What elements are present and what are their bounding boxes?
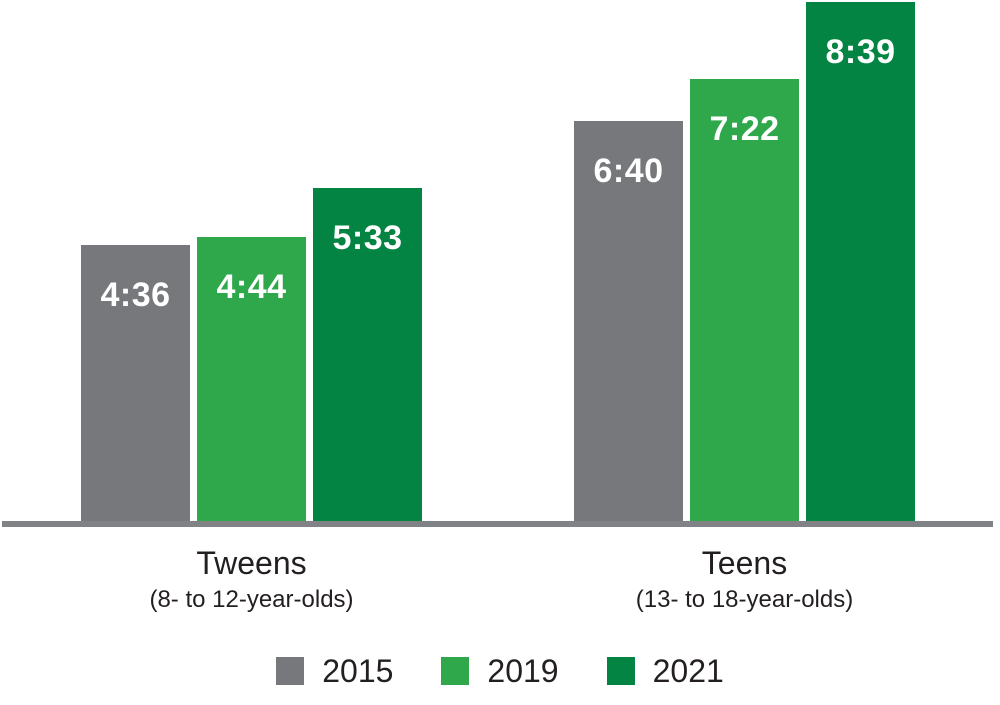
legend-item-2015: 2015	[276, 655, 393, 687]
plot-area: 4:36 6:40 4:44 7:22 5:33 8:39	[2, 2, 993, 527]
category-sublabel: (8- to 12-year-olds)	[149, 585, 354, 613]
bar-2019-tweens: 4:44	[197, 237, 306, 527]
bar-value-label: 4:44	[216, 268, 287, 306]
legend-swatch-2021	[606, 657, 635, 685]
bar-2015-tweens: 4:36	[81, 245, 190, 527]
bar-value-label: 8:39	[825, 33, 896, 71]
x-axis-line	[2, 521, 993, 527]
bar-value-label: 4:36	[100, 276, 171, 314]
legend-label: 2021	[652, 653, 724, 689]
category-title: Teens	[701, 545, 788, 581]
bar-2021-tweens: 5:33	[313, 188, 422, 527]
legend-swatch-2015	[276, 657, 305, 685]
legend-label: 2015	[322, 653, 394, 689]
category-label-tweens: Tweens (8- to 12-year-olds)	[149, 545, 353, 613]
legend: 2015 2019 2021	[0, 650, 1000, 692]
legend-label: 2019	[487, 653, 559, 689]
category-sublabel: (13- to 18-year-olds)	[635, 585, 854, 613]
bar-2019-teens: 7:22	[690, 79, 799, 527]
bar-2021-teens: 8:39	[806, 2, 915, 527]
category-label-teens: Teens (13- to 18-year-olds)	[636, 545, 853, 613]
bar-value-label: 5:33	[332, 219, 403, 257]
bar-2015-teens: 6:40	[574, 121, 683, 527]
category-title: Tweens	[196, 545, 307, 581]
legend-item-2021: 2021	[606, 653, 724, 689]
legend-swatch-2019	[441, 657, 470, 685]
legend-item-2019: 2019	[441, 653, 559, 689]
bar-value-label: 7:22	[709, 110, 780, 148]
category-labels: Tweens (8- to 12-year-olds) Teens (13- to 1…	[0, 545, 1000, 635]
bar-value-label: 6:40	[593, 152, 664, 190]
